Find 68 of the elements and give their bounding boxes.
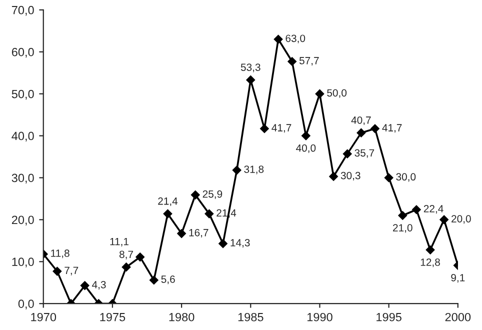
point bbox=[329, 172, 338, 181]
point bbox=[412, 205, 421, 214]
data-label: 30,0 bbox=[396, 173, 416, 182]
x-tick-label: 1970 bbox=[31, 312, 56, 322]
point bbox=[356, 128, 366, 138]
data-label: 4,3 bbox=[92, 280, 106, 290]
data-label: 21,4 bbox=[158, 197, 178, 206]
point bbox=[204, 209, 214, 218]
point bbox=[246, 76, 256, 84]
x-tick-label: 1980 bbox=[169, 312, 194, 322]
point bbox=[370, 124, 380, 134]
point bbox=[342, 149, 352, 158]
data-label: 11,8 bbox=[51, 250, 70, 258]
data-label: 63,0 bbox=[286, 34, 306, 44]
x-tick-label: 1975 bbox=[100, 312, 126, 322]
data-label: 12,8 bbox=[420, 258, 440, 268]
data-label: 14,3 bbox=[230, 239, 250, 248]
data-label: 57,7 bbox=[299, 57, 319, 66]
point bbox=[384, 173, 394, 182]
y-tick-label: 50,0 bbox=[12, 90, 34, 100]
data-label: 41,7 bbox=[382, 124, 402, 133]
data-label: 41,7 bbox=[272, 124, 292, 133]
data-label: 40,7 bbox=[351, 116, 371, 126]
y-tick-label: 40,0 bbox=[12, 132, 34, 142]
point bbox=[440, 215, 449, 224]
point bbox=[301, 131, 310, 140]
point bbox=[190, 190, 200, 200]
data-label: 16,7 bbox=[189, 228, 208, 238]
y-tick-label: 60,0 bbox=[12, 48, 34, 58]
point bbox=[398, 211, 408, 220]
point bbox=[163, 209, 172, 218]
point bbox=[136, 252, 145, 262]
data-label: 7,7 bbox=[64, 266, 78, 276]
data-label: 9,1 bbox=[451, 274, 465, 283]
point bbox=[80, 281, 90, 290]
y-tick-label: 70,0 bbox=[12, 6, 34, 16]
data-label: 30,3 bbox=[340, 172, 360, 180]
y-tick-label: 0,0 bbox=[18, 300, 34, 310]
x-tick-label: 2000 bbox=[445, 312, 471, 322]
data-label: 53,3 bbox=[240, 64, 260, 72]
data-label: 8,7 bbox=[119, 250, 133, 260]
point bbox=[177, 229, 186, 238]
x-tick-label: 1985 bbox=[238, 312, 264, 322]
point bbox=[260, 124, 269, 134]
point bbox=[218, 239, 228, 248]
data-label: 22,4 bbox=[424, 205, 444, 214]
data-label: 31,8 bbox=[244, 166, 264, 174]
data-label: 21,0 bbox=[393, 224, 412, 233]
data-label: 50,0 bbox=[327, 89, 347, 98]
x-tick-label: 1995 bbox=[376, 312, 402, 322]
data-label: 11,1 bbox=[110, 238, 128, 246]
data-label: 20,0 bbox=[452, 215, 471, 224]
data-label: 25,9 bbox=[202, 190, 222, 199]
data-label: 5,6 bbox=[161, 276, 175, 284]
point bbox=[149, 276, 158, 285]
point bbox=[315, 89, 324, 98]
x-tick-label: 1990 bbox=[307, 312, 332, 322]
point bbox=[274, 34, 283, 44]
point bbox=[288, 57, 297, 66]
point bbox=[52, 266, 62, 276]
point bbox=[122, 262, 131, 272]
y-tick-label: 30,0 bbox=[12, 174, 34, 184]
y-tick-label: 20,0 bbox=[12, 216, 34, 226]
data-label: 40,0 bbox=[296, 144, 316, 153]
y-tick-label: 10,0 bbox=[12, 258, 34, 268]
data-label: 35,7 bbox=[354, 149, 374, 158]
point bbox=[426, 245, 435, 254]
point bbox=[232, 166, 242, 175]
